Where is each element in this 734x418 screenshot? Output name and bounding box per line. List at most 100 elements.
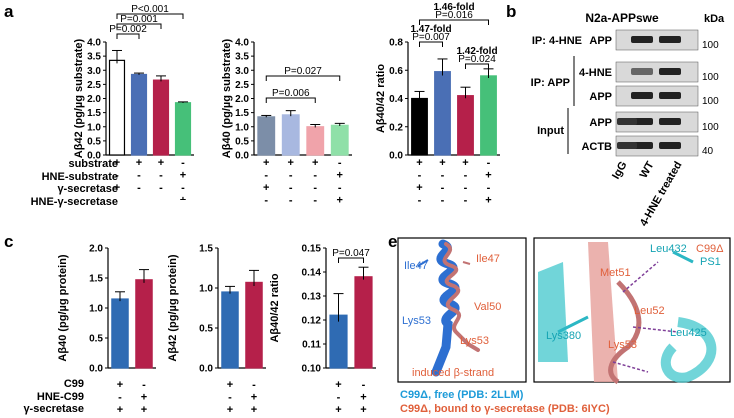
bar [152, 79, 170, 156]
condition-sign: + [337, 195, 343, 207]
condition-sign: - [181, 182, 185, 194]
row-label-gamma-secretase-c: γ-secretase [23, 403, 84, 415]
p-value-label: P=0.007 [412, 32, 450, 43]
bar [135, 279, 153, 369]
bar [130, 73, 148, 156]
chart-c-ratio: 0.10 0.11 0.12 0.13 0.14 0.15 Aβ40/42 ratio P=0… [269, 244, 376, 375]
y-tick-label: 0.5 [235, 136, 249, 147]
bar [257, 116, 276, 156]
row-label-hne-c99: HNE-C99 [36, 390, 84, 403]
ip-hne-label: IP: 4-HNE [532, 35, 582, 47]
y-tick-label: 0.0 [199, 364, 213, 375]
lane-label: WT [638, 159, 657, 180]
band [631, 68, 653, 75]
bar [306, 126, 325, 156]
bar [354, 276, 373, 369]
condition-sign: + [114, 157, 120, 169]
condition-sign: + [117, 379, 123, 391]
row-label-gamma-secretase: γ-secretase [57, 183, 118, 195]
row-label-c99: C99 [63, 378, 84, 390]
condition-sign: + [117, 404, 123, 416]
p-value-label: P=0.047 [332, 248, 370, 259]
y-tick-label: 0.5 [89, 334, 103, 345]
y-tick-label: 0.10 [302, 364, 322, 375]
condition-sign: - [313, 182, 317, 194]
band [659, 92, 681, 99]
kda-label: kDa [704, 13, 725, 25]
condition-sign: + [180, 195, 186, 201]
condition-sign: - [289, 170, 293, 182]
bar [174, 102, 192, 156]
band [631, 92, 653, 99]
complex-structure [538, 242, 717, 385]
blot-strip [615, 135, 699, 157]
input-label: Input [537, 125, 564, 137]
condition-sign: - [362, 379, 366, 391]
label-ile47-bound: Ile47 [476, 253, 500, 265]
chart-c-ab42: 0.0 0.5 1.0 1.5 Aβ42 (pg/µg protein) [167, 244, 266, 375]
condition-sign: + [337, 170, 343, 182]
legend-free: C99Δ, free (PDB: 2LLM) [400, 389, 524, 401]
y-tick-label: 3.0 [235, 66, 249, 77]
y-tick-label: 0.12 [302, 316, 322, 327]
condition-sign: - [441, 182, 445, 194]
condition-sign: + [141, 404, 147, 416]
significance-bracket [116, 33, 140, 39]
condition-sign: - [338, 157, 342, 169]
y-axis-label: Aβ40 (pg/µg substrate) [221, 38, 233, 158]
condition-sign: + [416, 182, 422, 194]
band-label: APP [589, 35, 612, 47]
p-value-label: P=0.016 [435, 10, 473, 21]
condition-sign: - [464, 182, 468, 194]
label-lys380: Lys380 [546, 330, 581, 342]
blot-strip [615, 85, 699, 107]
condition-sign: - [228, 392, 232, 404]
y-tick-label: 1.5 [87, 108, 101, 119]
row-labels-c: C99 HNE-C99 γ-secretase [0, 378, 84, 416]
y-tick-label: 1.0 [235, 122, 249, 133]
y-tick-label: 0.4 [389, 94, 403, 105]
bar [457, 95, 474, 156]
left-structure-frame [397, 237, 527, 383]
significance-bracket [265, 75, 341, 81]
y-tick-label: 0.8 [389, 38, 403, 49]
condition-sign: - [289, 182, 293, 194]
row-labels-a: substrate HNE-substrate γ-secretase HNE-… [0, 158, 118, 208]
condition-sign: - [313, 170, 317, 182]
condition-sign: - [142, 379, 146, 391]
western-blot: N2a-APPswe kDa APP 100 4-HNE 100 APP 100 APP 100 A… [531, 11, 725, 229]
y-tick-label: 2.0 [87, 94, 101, 105]
condition-sign: + [360, 404, 366, 416]
y-tick-label: 2.0 [89, 244, 103, 255]
condition-sign: + [251, 404, 257, 416]
band [659, 118, 681, 125]
significance-bracket [338, 257, 364, 263]
significance-bracket [116, 23, 162, 29]
y-tick-label: 0.0 [89, 364, 103, 375]
condition-sign: + [360, 392, 366, 404]
significance-bracket [116, 13, 184, 19]
y-tick-label: 0.2 [389, 122, 403, 133]
fold-label: 1.47-fold [410, 24, 451, 35]
condition-sign: + [227, 379, 233, 391]
condition-sign: + [312, 157, 318, 169]
band [659, 68, 681, 75]
p-value-label: P=0.027 [284, 66, 322, 77]
y-tick-label: 0.0 [235, 151, 249, 162]
condition-sign: - [464, 170, 468, 182]
label-met51: Met51 [600, 267, 631, 279]
significance-bracket [419, 41, 443, 47]
condition-signs-c: + - + - + -- + - + - ++ + + + + + [117, 379, 367, 416]
condition-sign: - [313, 195, 317, 207]
blot-strip [615, 111, 699, 133]
blot-title: N2a-APPswe [585, 11, 659, 25]
condition-sign: - [418, 170, 422, 182]
y-tick-label: 4.0 [87, 38, 101, 49]
condition-sign: - [181, 157, 185, 169]
band-label: 4-HNE [579, 67, 612, 79]
condition-sign: - [289, 195, 293, 207]
marker-label: 100 [702, 96, 719, 107]
bar [329, 314, 348, 369]
band [659, 142, 681, 149]
band [617, 142, 637, 149]
